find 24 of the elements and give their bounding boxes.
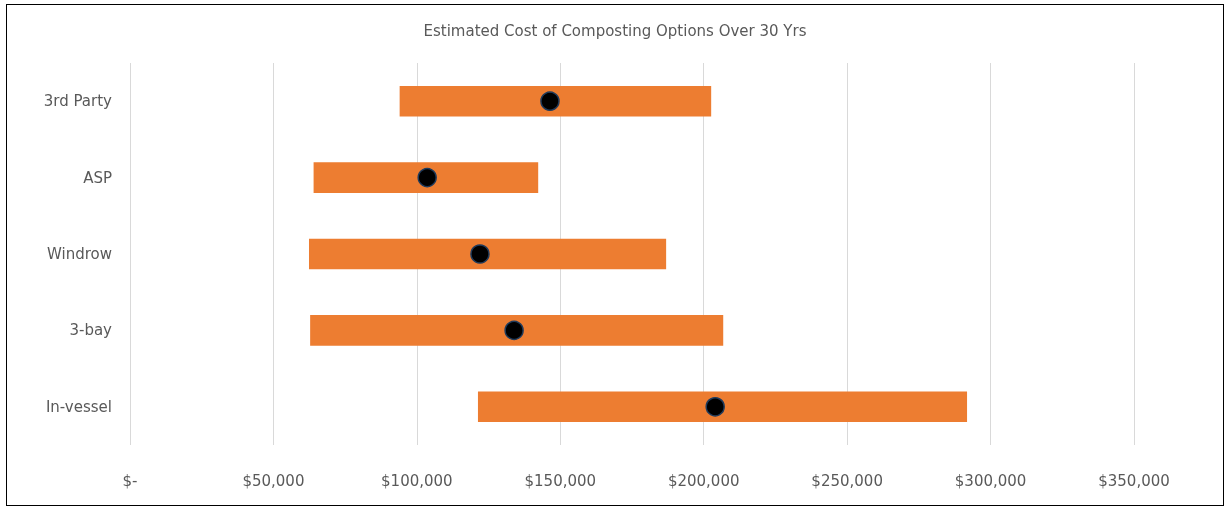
x-tick-label: $100,000 [381,471,453,490]
point [504,320,524,341]
bar [309,238,667,270]
y-tick-label: ASP [83,168,112,187]
x-tick-label: $- [122,471,138,490]
x-tick-label: $350,000 [1098,471,1170,490]
y-tick-label: 3-bay [69,321,113,340]
chart-title: Estimated Cost of Composting Options Over 30 Yrs [423,21,807,40]
point [417,167,437,188]
bar [399,85,712,117]
x-tick-label: $150,000 [524,471,597,490]
x-tick-label: $300,000 [954,471,1027,490]
bar [313,162,539,193]
point [540,91,560,111]
y-tick-label: In-vessel [45,397,112,416]
y-tick-label: Windrow [47,245,112,263]
x-tick-label: $50,000 [242,471,305,490]
x-tick-label: $200,000 [667,471,740,490]
bar [310,315,724,346]
point [705,397,725,417]
point [470,244,490,264]
y-tick-label: 3rd Party [43,92,113,111]
bar [477,391,968,423]
x-tick-label: $250,000 [811,471,883,490]
